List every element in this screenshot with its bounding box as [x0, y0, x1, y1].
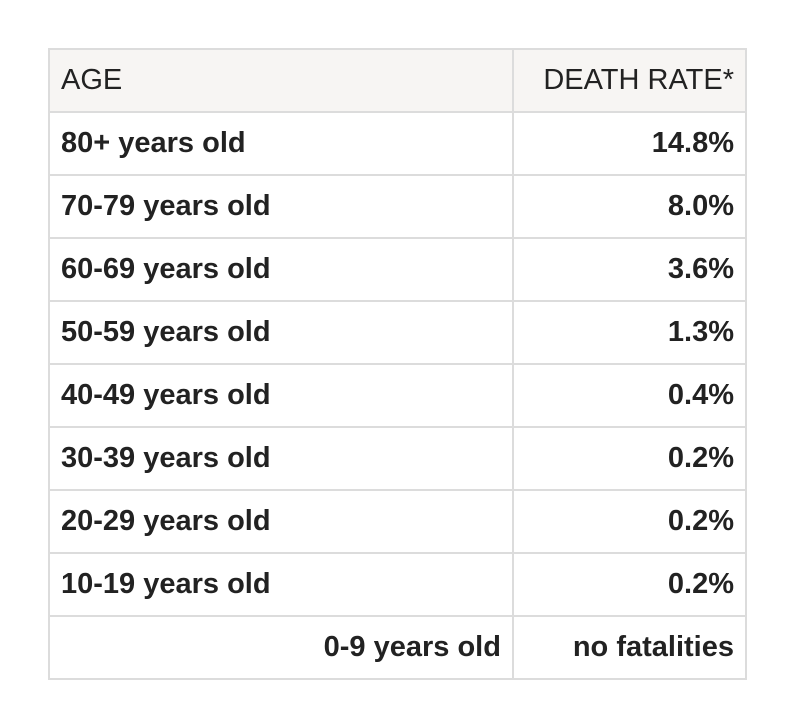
age-cell: 0-9 years old: [48, 615, 514, 680]
death-rate-cell: 0.2%: [511, 552, 748, 617]
table-row: 40-49 years old 0.4%: [48, 363, 748, 428]
table-row: 20-29 years old 0.2%: [48, 489, 748, 554]
table-row: 80+ years old 14.8%: [48, 111, 748, 176]
death-rate-cell: 8.0%: [511, 174, 748, 239]
table-header-row: AGE DEATH RATE*: [48, 48, 748, 113]
death-rate-cell: no fatalities: [511, 615, 748, 680]
death-rate-cell: 1.3%: [511, 300, 748, 365]
age-cell: 70-79 years old: [48, 174, 514, 239]
age-cell: 50-59 years old: [48, 300, 514, 365]
age-cell: 60-69 years old: [48, 237, 514, 302]
table-row: 60-69 years old 3.6%: [48, 237, 748, 302]
table-row: 50-59 years old 1.3%: [48, 300, 748, 365]
age-cell: 80+ years old: [48, 111, 514, 176]
table-row: 30-39 years old 0.2%: [48, 426, 748, 491]
death-rate-column-header: DEATH RATE*: [511, 48, 748, 113]
death-rate-table: AGE DEATH RATE* 80+ years old 14.8% 70-7…: [48, 48, 748, 680]
age-cell: 30-39 years old: [48, 426, 514, 491]
death-rate-cell: 14.8%: [511, 111, 748, 176]
age-column-header: AGE: [48, 48, 514, 113]
age-cell: 40-49 years old: [48, 363, 514, 428]
age-cell: 10-19 years old: [48, 552, 514, 617]
table-row: 10-19 years old 0.2%: [48, 552, 748, 617]
death-rate-cell: 0.2%: [511, 426, 748, 491]
death-rate-cell: 0.2%: [511, 489, 748, 554]
table-row: 70-79 years old 8.0%: [48, 174, 748, 239]
age-cell: 20-29 years old: [48, 489, 514, 554]
death-rate-cell: 0.4%: [511, 363, 748, 428]
death-rate-cell: 3.6%: [511, 237, 748, 302]
table-row: 0-9 years old no fatalities: [48, 615, 748, 680]
